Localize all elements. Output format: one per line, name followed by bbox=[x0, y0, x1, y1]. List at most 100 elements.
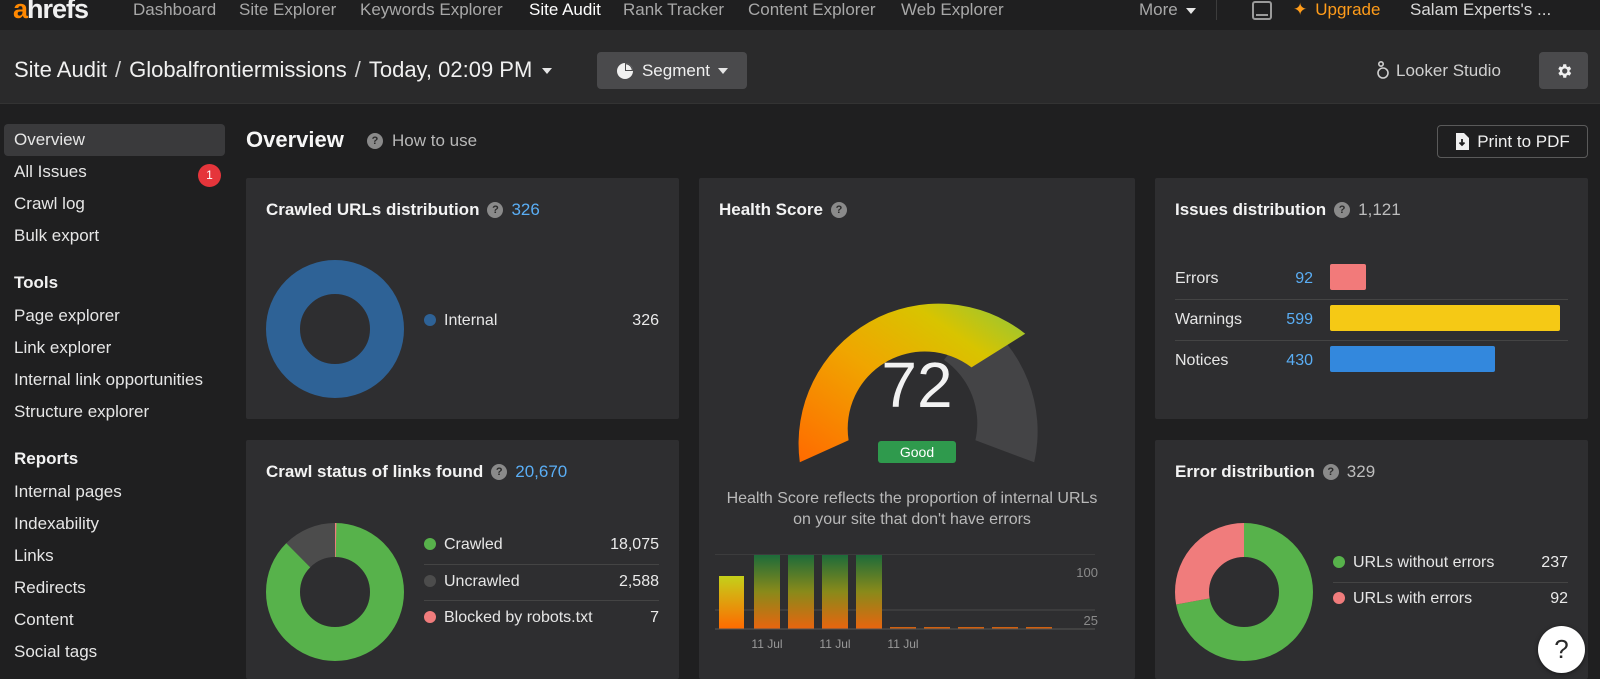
nav-web-explorer[interactable]: Web Explorer bbox=[901, 0, 1004, 19]
nav-dashboard[interactable]: Dashboard bbox=[133, 0, 217, 19]
x-axis-label: 11 Jul bbox=[819, 637, 850, 651]
history-bar[interactable] bbox=[822, 555, 848, 629]
sidebar-item-crawl-log[interactable]: Crawl log bbox=[14, 194, 85, 213]
issue-bar-notices[interactable] bbox=[1330, 346, 1495, 372]
ahrefs-logo[interactable]: ahrefs bbox=[13, 0, 89, 24]
upgrade-link[interactable]: ✦ Upgrade bbox=[1293, 0, 1380, 20]
sidebar-item-page-explorer[interactable]: Page explorer bbox=[14, 306, 120, 325]
sidebar-item-all-issues[interactable]: All Issues bbox=[14, 162, 87, 181]
sidebar-item-structure-explorer[interactable]: Structure explorer bbox=[14, 402, 150, 421]
nav-site-audit[interactable]: Site Audit bbox=[529, 0, 601, 19]
legend-urls-with-errors[interactable]: URLs with errors bbox=[1333, 590, 1472, 608]
history-bar-empty[interactable] bbox=[958, 627, 984, 629]
looker-studio-link[interactable]: Looker Studio bbox=[1376, 60, 1501, 81]
legend-urls-without-errors[interactable]: URLs without errors bbox=[1333, 554, 1494, 572]
gauge-fill bbox=[798, 303, 1026, 463]
legend-dot bbox=[424, 575, 436, 587]
history-bar-empty[interactable] bbox=[992, 627, 1018, 629]
row-divider bbox=[424, 600, 659, 601]
breadcrumb-project[interactable]: Globalfrontiermissions bbox=[129, 57, 347, 82]
help-circle-icon[interactable]: ? bbox=[487, 202, 504, 218]
nav-keywords-explorer[interactable]: Keywords Explorer bbox=[360, 0, 503, 19]
history-bar[interactable] bbox=[856, 555, 882, 629]
issue-label-errors: Errors bbox=[1175, 270, 1219, 287]
crawled-urls-count[interactable]: 326 bbox=[511, 200, 540, 219]
history-bar-empty[interactable] bbox=[1026, 627, 1052, 629]
sidebar-item-content[interactable]: Content bbox=[14, 610, 74, 629]
legend-dot bbox=[1333, 592, 1345, 604]
looker-studio-label: Looker Studio bbox=[1396, 61, 1501, 80]
issue-count-notices[interactable]: 430 bbox=[1286, 352, 1313, 369]
sidebar-item-links[interactable]: Links bbox=[14, 546, 54, 565]
health-score-gauge bbox=[798, 303, 1038, 463]
history-bar-empty[interactable] bbox=[890, 627, 916, 629]
legend-dot bbox=[424, 611, 436, 623]
help-circle-icon[interactable]: ? bbox=[830, 202, 847, 218]
issues-distribution-count: 1,121 bbox=[1358, 200, 1401, 219]
crawled-urls-donut bbox=[266, 260, 404, 398]
sidebar-item-redirects[interactable]: Redirects bbox=[14, 578, 86, 597]
help-circle-icon[interactable]: ? bbox=[491, 464, 508, 480]
sidebar-item-bulk-export[interactable]: Bulk export bbox=[14, 226, 100, 245]
chevron-down-icon[interactable] bbox=[542, 68, 553, 75]
issue-bar-errors[interactable] bbox=[1330, 264, 1366, 290]
legend-uncrawled[interactable]: Uncrawled bbox=[424, 573, 520, 591]
legend-internal[interactable]: Internal bbox=[424, 312, 497, 330]
issue-count-errors[interactable]: 92 bbox=[1295, 270, 1313, 287]
health-score-title: Health Score ? bbox=[719, 200, 847, 220]
account-menu[interactable]: Salam Experts's ... bbox=[1410, 0, 1552, 19]
gear-icon bbox=[1557, 63, 1571, 78]
x-axis-label: 11 Jul bbox=[751, 637, 782, 651]
sidebar-item-social-tags[interactable]: Social tags bbox=[14, 642, 98, 661]
print-to-pdf-button[interactable]: Print to PDF bbox=[1437, 125, 1588, 158]
page-title: Overview bbox=[246, 127, 344, 152]
history-bar[interactable] bbox=[788, 555, 814, 629]
sidebar-item-overview[interactable]: Overview bbox=[4, 124, 225, 156]
sidebar-item-internal-pages[interactable]: Internal pages bbox=[14, 482, 122, 501]
sidebar-item-indexability[interactable]: Indexability bbox=[14, 514, 100, 533]
nav-more[interactable]: More bbox=[1139, 0, 1196, 20]
tablet-icon[interactable] bbox=[1252, 1, 1272, 25]
how-to-use-label: How to use bbox=[392, 131, 478, 150]
health-score-description: Health Score reflects the proportion of … bbox=[726, 490, 1098, 528]
legend-blocked[interactable]: Blocked by robots.txt bbox=[424, 609, 593, 627]
breadcrumb-crawl-date[interactable]: Today, 02:09 PM bbox=[368, 57, 533, 82]
help-circle-icon[interactable]: ? bbox=[1322, 464, 1339, 480]
sidebar-item-internal-link-opportunities[interactable]: Internal link opportunities bbox=[14, 370, 204, 389]
row-divider bbox=[1333, 582, 1568, 583]
issues-distribution-card: Issues distribution ? 1,121 Errors 92 Wa… bbox=[1155, 178, 1588, 419]
nav-content-explorer[interactable]: Content Explorer bbox=[748, 0, 876, 19]
legend-value-crawled: 18,075 bbox=[610, 536, 659, 553]
breadcrumb-site-audit[interactable]: Site Audit bbox=[14, 57, 107, 82]
nav-rank-tracker[interactable]: Rank Tracker bbox=[623, 0, 725, 19]
crawl-status-card: Crawl status of links found ? 20,670 Cra… bbox=[246, 440, 679, 679]
nav-divider bbox=[1216, 0, 1217, 20]
history-bar-empty[interactable] bbox=[924, 627, 950, 629]
issue-count-warnings[interactable]: 599 bbox=[1286, 311, 1313, 328]
error-distribution-card: Error distribution ? 329 URLs without er… bbox=[1155, 440, 1588, 679]
help-circle-icon[interactable]: ? bbox=[1334, 202, 1351, 218]
crawled-urls-title: Crawled URLs distribution ? 326 bbox=[266, 200, 540, 220]
donut-segment-internal[interactable] bbox=[266, 260, 404, 398]
sidebar-item-link-explorer[interactable]: Link explorer bbox=[14, 338, 112, 357]
donut-segment[interactable] bbox=[266, 523, 404, 661]
settings-button[interactable] bbox=[1539, 52, 1588, 89]
history-bar[interactable] bbox=[719, 576, 744, 629]
donut-segment[interactable] bbox=[1175, 523, 1313, 661]
help-chat-button[interactable]: ? bbox=[1538, 626, 1585, 673]
health-history-chart: 100 25 11 Jul 11 Jul 11 Jul bbox=[715, 554, 1098, 651]
how-to-use-link[interactable]: ? How to use bbox=[367, 131, 477, 151]
crawl-status-count[interactable]: 20,670 bbox=[515, 462, 568, 481]
page-header: Site Audit / Globalfrontiermissions / Today,… bbox=[0, 30, 1600, 104]
issue-bar-warnings[interactable] bbox=[1330, 305, 1560, 331]
chevron-down-icon bbox=[718, 67, 729, 74]
legend-crawled[interactable]: Crawled bbox=[424, 536, 503, 554]
legend-dot bbox=[424, 538, 436, 550]
legend-value-blocked: 7 bbox=[650, 609, 659, 626]
all-issues-badge: 1 bbox=[198, 164, 221, 187]
segment-button[interactable]: Segment bbox=[597, 52, 747, 89]
x-axis-label: 11 Jul bbox=[887, 637, 918, 651]
history-bar[interactable] bbox=[754, 555, 780, 629]
legend-value-urls-with-errors: 92 bbox=[1550, 590, 1568, 607]
nav-site-explorer[interactable]: Site Explorer bbox=[239, 0, 337, 19]
